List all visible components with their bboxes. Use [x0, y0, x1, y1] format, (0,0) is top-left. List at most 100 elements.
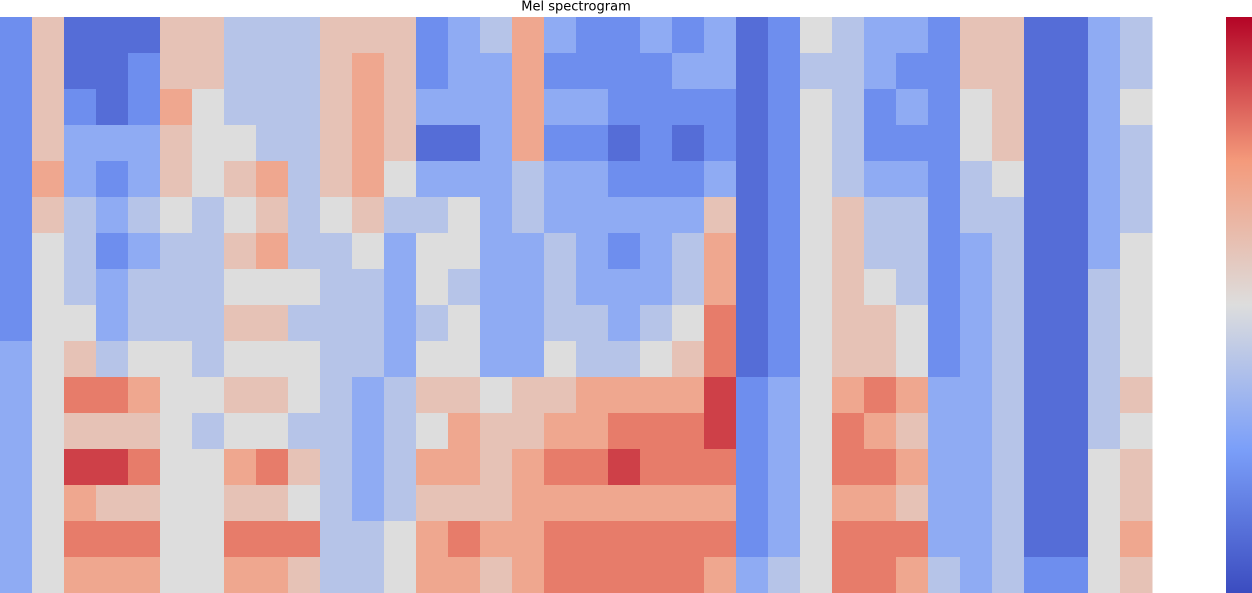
heatmap-cell [0, 161, 33, 198]
heatmap-cell [256, 125, 289, 162]
heatmap-cell [896, 53, 929, 90]
heatmap-cell [96, 305, 129, 342]
heatmap-cell [96, 485, 129, 522]
heatmap-cell [992, 449, 1025, 486]
heatmap-cell [0, 377, 33, 414]
heatmap-cell [960, 161, 993, 198]
heatmap-cell [384, 485, 417, 522]
heatmap-cell [224, 305, 257, 342]
heatmap-cell [736, 377, 769, 414]
heatmap-cell [1024, 269, 1057, 306]
heatmap-cell [768, 449, 801, 486]
heatmap-cell [288, 125, 321, 162]
heatmap-cell [832, 125, 865, 162]
heatmap-cell [512, 125, 545, 162]
heatmap-cell [960, 17, 993, 54]
heatmap-cell [960, 197, 993, 234]
heatmap-cell [640, 197, 673, 234]
heatmap-cell [288, 377, 321, 414]
heatmap-cell [1056, 53, 1089, 90]
heatmap-cell [32, 233, 65, 270]
heatmap-cell [672, 125, 705, 162]
heatmap-cell [384, 197, 417, 234]
heatmap-cell [192, 233, 225, 270]
heatmap-cell [160, 485, 193, 522]
heatmap-cell [224, 449, 257, 486]
heatmap-cell [32, 53, 65, 90]
heatmap-cell [128, 413, 161, 450]
heatmap-cell [864, 413, 897, 450]
heatmap-cell [736, 125, 769, 162]
heatmap-cell [448, 269, 481, 306]
heatmap-cell [0, 485, 33, 522]
heatmap-cell [448, 305, 481, 342]
heatmap-cell [1120, 521, 1153, 558]
heatmap-cell [480, 485, 513, 522]
heatmap-cell [96, 197, 129, 234]
heatmap-cell [256, 89, 289, 126]
heatmap-cell [832, 449, 865, 486]
heatmap-cell [672, 197, 705, 234]
heatmap-cell [1120, 197, 1153, 234]
heatmap-cell [160, 17, 193, 54]
heatmap-cell [320, 161, 353, 198]
heatmap-cell [320, 197, 353, 234]
heatmap-cell [224, 161, 257, 198]
heatmap-cell [928, 377, 961, 414]
heatmap-cell [640, 161, 673, 198]
heatmap-cell [32, 413, 65, 450]
heatmap-cell [224, 269, 257, 306]
heatmap-cell [320, 341, 353, 378]
heatmap-cell [544, 125, 577, 162]
heatmap-cell [96, 161, 129, 198]
heatmap-cell [928, 89, 961, 126]
heatmap-cell [512, 485, 545, 522]
heatmap-cell [928, 341, 961, 378]
heatmap-cell [256, 305, 289, 342]
heatmap-cell [224, 197, 257, 234]
heatmap-cell [32, 341, 65, 378]
heatmap-cell [352, 377, 385, 414]
heatmap-cell [288, 449, 321, 486]
heatmap-cell [864, 233, 897, 270]
heatmap-cell [1088, 53, 1121, 90]
heatmap [0, 17, 1153, 593]
heatmap-cell [256, 521, 289, 558]
heatmap-cell [992, 53, 1025, 90]
heatmap-cell [1024, 521, 1057, 558]
heatmap-cell [224, 89, 257, 126]
heatmap-cell [320, 305, 353, 342]
heatmap-cell [704, 17, 737, 54]
heatmap-cell [672, 557, 705, 593]
heatmap-cell [1024, 377, 1057, 414]
heatmap-cell [704, 377, 737, 414]
heatmap-cell [1088, 305, 1121, 342]
heatmap-cell [384, 305, 417, 342]
heatmap-cell [32, 557, 65, 593]
heatmap-cell [864, 341, 897, 378]
heatmap-cell [96, 341, 129, 378]
heatmap-cell [544, 485, 577, 522]
heatmap-cell [0, 17, 33, 54]
heatmap-cell [768, 89, 801, 126]
heatmap-cell [544, 17, 577, 54]
heatmap-cell [800, 377, 833, 414]
heatmap-cell [288, 521, 321, 558]
heatmap-cell [800, 449, 833, 486]
heatmap-cell [32, 89, 65, 126]
heatmap-cell [864, 377, 897, 414]
heatmap-cell [544, 161, 577, 198]
heatmap-cell [416, 377, 449, 414]
heatmap-cell [512, 305, 545, 342]
heatmap-cell [768, 125, 801, 162]
heatmap-cell [96, 53, 129, 90]
heatmap-cell [128, 125, 161, 162]
heatmap-cell [288, 269, 321, 306]
heatmap-cell [448, 17, 481, 54]
heatmap-cell [672, 17, 705, 54]
heatmap-cell [224, 485, 257, 522]
heatmap-cell [832, 557, 865, 593]
heatmap-cell [1120, 557, 1153, 593]
heatmap-cell [480, 233, 513, 270]
heatmap-cell [384, 17, 417, 54]
